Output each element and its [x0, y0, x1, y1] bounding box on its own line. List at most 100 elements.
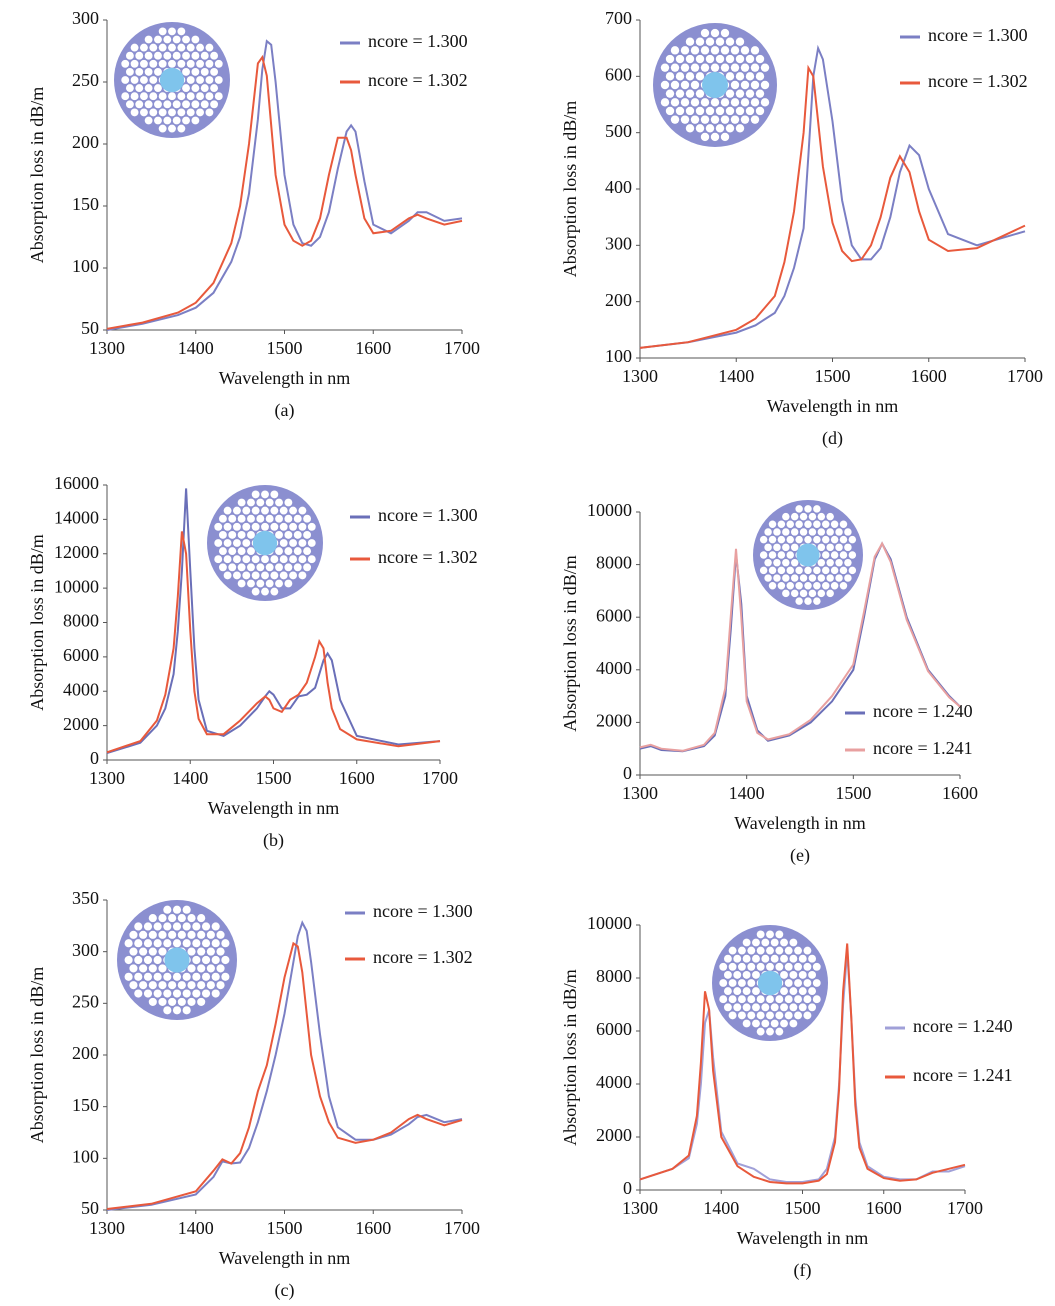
- fiber-hole: [822, 535, 830, 544]
- fiber-hole: [725, 37, 735, 46]
- fiber-hole: [275, 530, 283, 539]
- fiber-hole: [192, 922, 201, 931]
- fiber-hole: [720, 132, 730, 142]
- fiber-hole: [233, 571, 241, 580]
- fiber-hole: [205, 43, 214, 52]
- fiber-hole: [759, 551, 768, 559]
- fiber-hole: [233, 539, 241, 547]
- fiber-hole: [139, 930, 148, 939]
- fiber-hole: [738, 979, 746, 987]
- fiber-hole: [794, 979, 802, 987]
- fiber-hole: [237, 498, 246, 507]
- fiber-hole: [705, 106, 715, 116]
- fiber-hole: [153, 989, 162, 998]
- fiber-hole: [284, 498, 293, 507]
- fiber-hole: [135, 67, 144, 76]
- fiber-hole: [237, 514, 246, 523]
- fiber-hole: [735, 37, 745, 46]
- y-tick-label: 350: [72, 888, 99, 908]
- fiber-hole: [168, 981, 177, 990]
- fiber-hole: [780, 987, 788, 996]
- fiber-hole: [153, 922, 162, 931]
- fiber-hole: [826, 528, 834, 536]
- fiber-hole: [700, 98, 710, 107]
- fiber-hole: [233, 555, 241, 564]
- fiber-hole: [158, 43, 167, 52]
- fiber-hole: [205, 59, 214, 68]
- fiber-hole: [206, 964, 215, 973]
- y-tick-label: 2000: [596, 1125, 632, 1145]
- fiber-hole: [822, 582, 830, 590]
- fiber-hole: [782, 528, 790, 536]
- fiber-hole: [720, 98, 730, 107]
- fiber-hole: [773, 558, 781, 567]
- fiber-hole: [275, 498, 283, 507]
- fiber-hole: [261, 571, 269, 580]
- y-tick-label: 150: [72, 194, 99, 214]
- y-tick-label: 400: [605, 177, 632, 197]
- fiber-hole: [163, 922, 172, 931]
- fiber-hole: [768, 535, 777, 544]
- fiber-hole: [786, 535, 794, 544]
- fiber-hole: [140, 76, 148, 84]
- fiber-hole: [799, 589, 808, 598]
- fiber-hole: [777, 535, 786, 544]
- fiber-hole: [130, 92, 139, 101]
- legend-label: ncore = 1.300: [378, 505, 478, 525]
- y-tick-label: 300: [72, 940, 99, 960]
- fiber-hole: [192, 972, 201, 981]
- fiber-hole: [191, 67, 200, 76]
- fiber-hole: [158, 124, 167, 133]
- fiber-hole: [768, 566, 777, 575]
- fiber-hole: [710, 115, 720, 124]
- fiber-hole: [182, 972, 191, 981]
- fiber-hole: [148, 997, 157, 1006]
- fiber-hole: [218, 547, 227, 556]
- fiber-hole: [148, 930, 157, 939]
- fiber-hole: [750, 115, 760, 124]
- fiber-hole: [822, 566, 830, 575]
- fiber-hole: [196, 76, 204, 84]
- fiber-hole: [303, 514, 312, 523]
- fiber-hole: [134, 922, 143, 931]
- fiber-hole: [144, 84, 153, 93]
- fiber-hole: [685, 106, 695, 116]
- fiber-hole: [154, 116, 162, 125]
- y-tick-label: 8000: [63, 611, 99, 631]
- fiber-hole: [790, 589, 799, 598]
- fiber-core: [159, 67, 185, 93]
- fiber-hole: [690, 46, 700, 55]
- y-tick-label: 500: [605, 121, 632, 141]
- fiber-hole: [784, 946, 793, 955]
- fiber-hole: [745, 106, 755, 116]
- fiber-hole: [261, 522, 269, 531]
- fiber-hole: [690, 80, 700, 90]
- fiber-hole: [665, 72, 675, 81]
- y-tick-label: 300: [605, 233, 632, 253]
- fiber-hole: [247, 579, 255, 588]
- fiber-hole: [760, 63, 770, 72]
- fiber-hole: [293, 530, 302, 539]
- fiber-hole: [205, 92, 214, 101]
- legend-label: ncore = 1.302: [928, 71, 1028, 91]
- x-tick-label: 1700: [1007, 366, 1043, 386]
- x-tick-label: 1500: [267, 1218, 303, 1238]
- fiber-hole: [124, 972, 133, 981]
- fiber-hole: [168, 930, 177, 939]
- fiber-hole: [756, 930, 765, 939]
- fiber-hole: [279, 539, 288, 547]
- fiber-hole: [154, 67, 162, 76]
- fiber-hole: [200, 67, 209, 76]
- fiber-hole: [728, 946, 737, 955]
- fiber-hole: [782, 512, 790, 521]
- fiber-hole: [799, 512, 808, 521]
- fiber-hole: [780, 1019, 788, 1028]
- y-tick-label: 6000: [596, 605, 632, 625]
- fiber-hole: [223, 555, 232, 564]
- caption: (b): [263, 830, 284, 851]
- fiber-hole: [163, 35, 172, 44]
- fiber-hole: [710, 28, 720, 38]
- fiber-hole: [755, 72, 765, 81]
- fiber-hole: [830, 535, 839, 544]
- fiber-hole: [201, 939, 211, 948]
